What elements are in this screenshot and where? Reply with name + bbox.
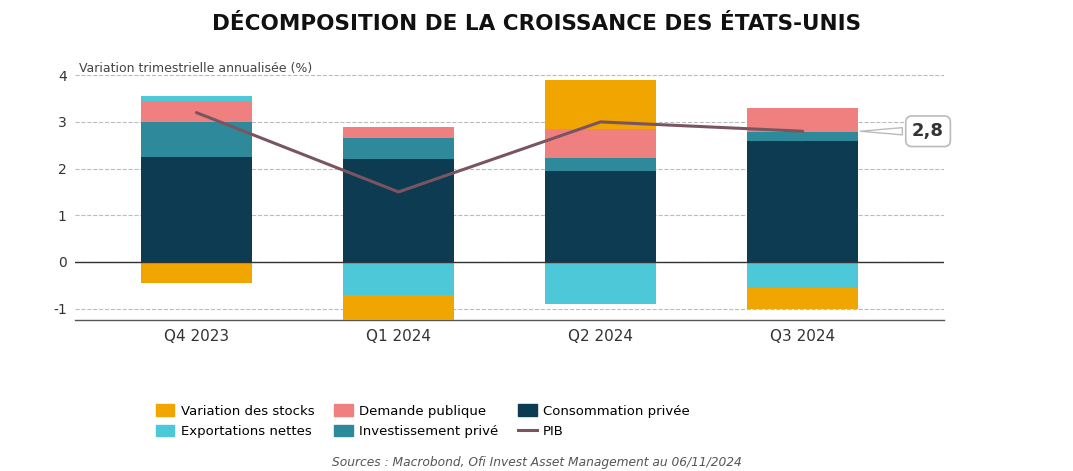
Text: DÉCOMPOSITION DE LA CROISSANCE DES ÉTATS-UNIS: DÉCOMPOSITION DE LA CROISSANCE DES ÉTATS… (212, 14, 861, 34)
Bar (747, 288, 858, 309)
Text: 2,8: 2,8 (861, 122, 944, 140)
Bar (343, 138, 454, 159)
Bar (747, 262, 858, 288)
Text: Sources : Macrobond, Ofi Invest Asset Management au 06/11/2024: Sources : Macrobond, Ofi Invest Asset Ma… (332, 455, 741, 469)
Bar (747, 108, 858, 132)
Bar (343, 127, 454, 138)
Bar (545, 262, 657, 304)
Bar (747, 132, 858, 140)
Bar (545, 80, 657, 129)
Bar (141, 96, 252, 101)
Bar (141, 122, 252, 157)
Bar (141, 101, 252, 122)
Bar (141, 262, 252, 283)
Bar (545, 171, 657, 262)
Bar (141, 157, 252, 262)
Bar (747, 140, 858, 262)
Legend: Variation des stocks, Exportations nettes, Demande publique, Investissement priv: Variation des stocks, Exportations nette… (150, 399, 695, 443)
Text: Variation trimestrielle annualisée (%): Variation trimestrielle annualisée (%) (79, 62, 312, 75)
Bar (545, 158, 657, 171)
Bar (545, 129, 657, 158)
Bar (343, 294, 454, 327)
Bar (343, 262, 454, 294)
Bar (343, 159, 454, 262)
